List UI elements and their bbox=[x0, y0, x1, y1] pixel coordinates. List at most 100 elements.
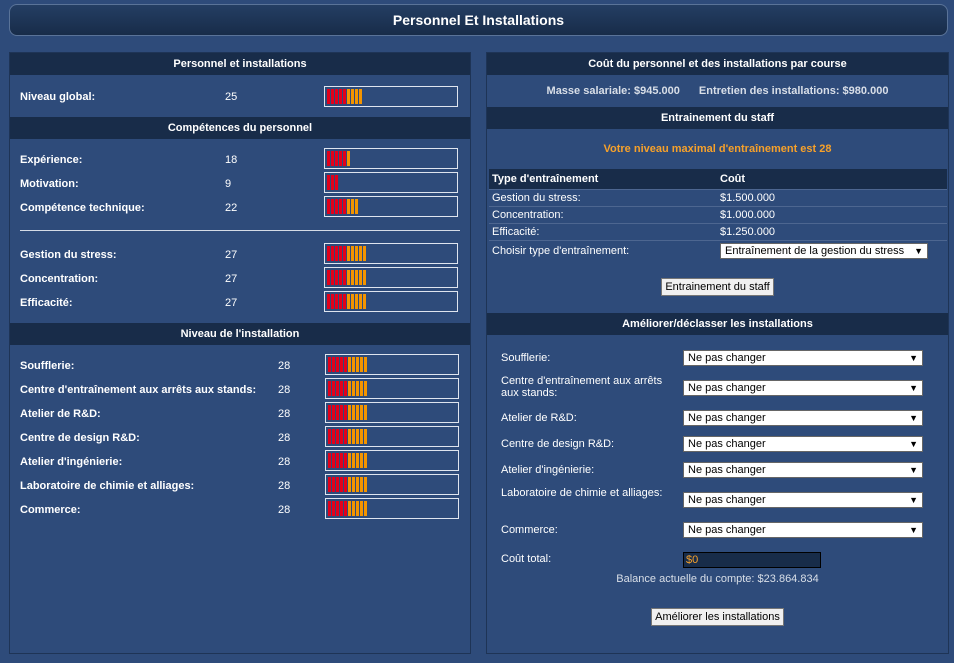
training-type-select-value: Entraînement de la gestion du stress bbox=[725, 244, 905, 257]
level-segment bbox=[364, 381, 367, 396]
upgrade-select[interactable]: Ne pas changer ▼ bbox=[683, 521, 923, 538]
level-segment bbox=[343, 199, 346, 214]
level-segment bbox=[336, 477, 339, 492]
level-segment bbox=[347, 89, 350, 104]
upgrade-facilities-button[interactable]: Améliorer les installations bbox=[651, 607, 784, 626]
level-segment bbox=[328, 501, 331, 516]
stat-row-facility-4: Atelier d'ingénierie: 28 bbox=[10, 450, 470, 474]
stat-row-facility-2: Atelier de R&D: 28 bbox=[10, 402, 470, 426]
level-segment bbox=[351, 270, 354, 285]
costs-training-panel: Coût du personnel et des installations p… bbox=[486, 52, 949, 654]
stat-row-facility-1: Centre d'entraînement aux arrêts aux sta… bbox=[10, 378, 470, 402]
stat-value: 27 bbox=[225, 273, 238, 285]
stat-label: Laboratoire de chimie et alliages: bbox=[20, 480, 195, 492]
level-segment bbox=[356, 453, 359, 468]
dropdown-arrow-icon: ▼ bbox=[909, 382, 918, 393]
level-segment bbox=[331, 294, 334, 309]
level-bar bbox=[325, 354, 459, 375]
upgrade-select[interactable]: Ne pas changer ▼ bbox=[683, 349, 923, 366]
level-segment bbox=[364, 501, 367, 516]
upgrade-row: Centre de design R&D: Ne pas changer ▼ bbox=[487, 435, 948, 461]
level-segment bbox=[331, 151, 334, 166]
level-segment bbox=[351, 199, 354, 214]
level-segment bbox=[351, 246, 354, 261]
level-segment bbox=[344, 357, 347, 372]
upgrade-select[interactable]: Ne pas changer ▼ bbox=[683, 461, 923, 478]
level-segment bbox=[336, 501, 339, 516]
level-bar bbox=[325, 474, 459, 495]
level-segment bbox=[347, 199, 350, 214]
upgrade-row: Soufflerie: Ne pas changer ▼ bbox=[487, 349, 948, 375]
level-bar bbox=[325, 378, 459, 399]
level-segment bbox=[328, 453, 331, 468]
upgrade-select-value: Ne pas changer bbox=[688, 493, 766, 506]
level-segment bbox=[339, 294, 342, 309]
overall-row: Niveau global: 25 bbox=[10, 85, 470, 109]
level-segment bbox=[328, 477, 331, 492]
train-staff-button[interactable]: Entrainement du staff bbox=[661, 277, 774, 296]
divider bbox=[20, 230, 460, 231]
level-segment bbox=[363, 294, 366, 309]
level-segment bbox=[340, 477, 343, 492]
level-segment bbox=[360, 381, 363, 396]
section-header-facilities: Niveau de l'installation bbox=[10, 323, 470, 345]
upgrade-select-value: Ne pas changer bbox=[688, 523, 766, 536]
stat-label: Soufflerie: bbox=[20, 360, 75, 372]
level-segment bbox=[355, 246, 358, 261]
stat-value: 9 bbox=[225, 178, 232, 190]
level-segment bbox=[327, 151, 330, 166]
table-header-type: Type d'entraînement bbox=[489, 169, 717, 189]
level-segment bbox=[335, 246, 338, 261]
upgrade-label: Atelier de R&D: bbox=[501, 411, 577, 424]
section-header-skills: Compétences du personnel bbox=[10, 117, 470, 139]
level-segment bbox=[348, 429, 351, 444]
stat-row-skill-1: Motivation: 9 bbox=[10, 172, 470, 196]
stat-value: 28 bbox=[278, 456, 291, 468]
level-bar bbox=[325, 426, 459, 447]
section-header-training: Entrainement du staff bbox=[487, 107, 948, 129]
level-segment bbox=[331, 89, 334, 104]
upgrade-select[interactable]: Ne pas changer ▼ bbox=[683, 409, 923, 426]
stat-label: Atelier de R&D: bbox=[20, 408, 101, 420]
stat-row-facility-3: Centre de design R&D: 28 bbox=[10, 426, 470, 450]
salary-text: Masse salariale: $945.000 bbox=[546, 85, 680, 97]
level-segment bbox=[328, 405, 331, 420]
stat-label: Concentration: bbox=[20, 273, 99, 285]
upgrade-select[interactable]: Ne pas changer ▼ bbox=[683, 435, 923, 452]
stat-label: Expérience: bbox=[20, 154, 83, 166]
level-segment bbox=[332, 381, 335, 396]
level-segment bbox=[327, 270, 330, 285]
level-segment bbox=[327, 246, 330, 261]
stat-label: Efficacité: bbox=[20, 297, 73, 309]
level-segment bbox=[328, 381, 331, 396]
level-segment bbox=[360, 501, 363, 516]
level-segment bbox=[364, 477, 367, 492]
choose-training-label: Choisir type d'entraînement: bbox=[489, 239, 717, 261]
level-bar bbox=[324, 172, 458, 193]
upgrade-label: Commerce: bbox=[501, 523, 558, 536]
level-segment bbox=[344, 405, 347, 420]
stat-value: 28 bbox=[278, 432, 291, 444]
stat-value: 28 bbox=[278, 360, 291, 372]
section-header-costs: Coût du personnel et des installations p… bbox=[487, 53, 948, 75]
training-type-select[interactable]: Entraînement de la gestion du stress ▼ bbox=[720, 242, 928, 259]
upgrade-label: Soufflerie: bbox=[501, 351, 551, 364]
upgrade-select[interactable]: Ne pas changer ▼ bbox=[683, 379, 923, 396]
level-segment bbox=[344, 381, 347, 396]
level-segment bbox=[359, 89, 362, 104]
upgrade-row: Laboratoire de chimie et alliages: Ne pas… bbox=[487, 487, 948, 521]
dropdown-arrow-icon: ▼ bbox=[909, 412, 918, 423]
stat-label: Motivation: bbox=[20, 178, 79, 190]
level-bar bbox=[324, 291, 458, 312]
training-cost-cell: $1.250.000 bbox=[717, 222, 947, 240]
stat-row-facility-0: Soufflerie: 28 bbox=[10, 354, 470, 378]
upgrade-select-value: Ne pas changer bbox=[688, 437, 766, 450]
upgrade-select[interactable]: Ne pas changer ▼ bbox=[683, 491, 923, 508]
stat-value: 28 bbox=[278, 384, 291, 396]
level-segment bbox=[363, 246, 366, 261]
level-segment bbox=[339, 246, 342, 261]
upgrade-label: Centre d'entraînement aux arrêts aux sta… bbox=[501, 374, 663, 399]
level-segment bbox=[331, 270, 334, 285]
level-segment bbox=[343, 151, 346, 166]
level-segment bbox=[347, 270, 350, 285]
